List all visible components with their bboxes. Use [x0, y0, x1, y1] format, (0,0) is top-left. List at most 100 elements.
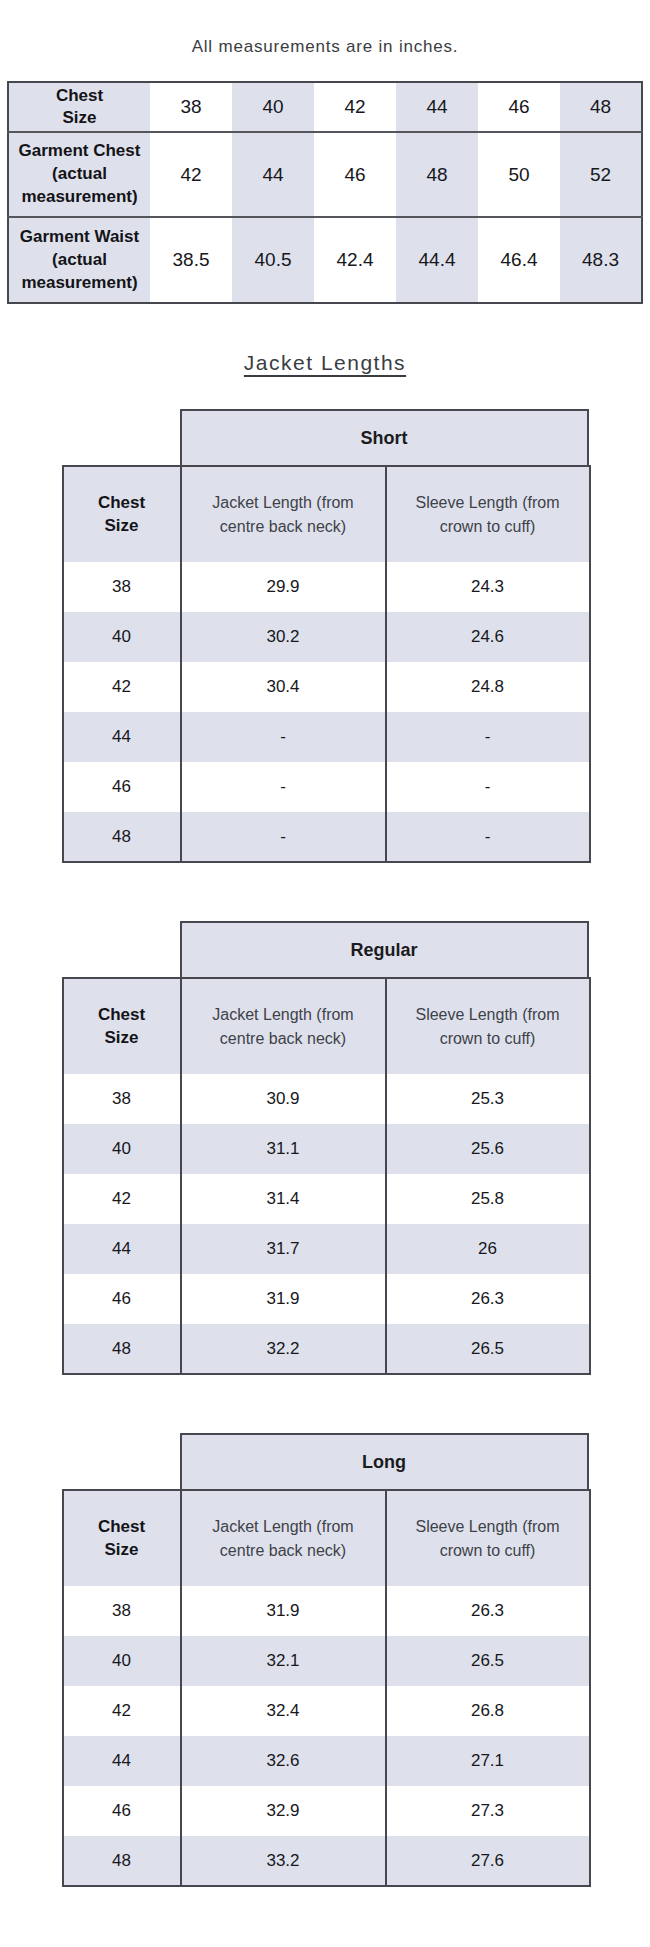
jacket-length-header-cell: Jacket Length (from centre back neck) [181, 1490, 386, 1586]
sleeve-length-header: Sleeve Length (from crown to cuff) [404, 1003, 572, 1051]
jacket-table-regular: Regular Chest Size Jacket Length (from c… [62, 921, 589, 1375]
section-heading-text: Jacket Lengths [244, 351, 406, 374]
sleeve-length-header-cell: Sleeve Length (from crown to cuff) [386, 978, 590, 1074]
garment-chest-row: Garment Chest (actual measurement) 42 44… [8, 132, 642, 217]
jacket-measurements-table: Chest Size Jacket Length (from centre ba… [62, 977, 591, 1375]
sleeve-length-cell: 26 [386, 1224, 590, 1274]
size-row: 38 30.9 25.3 [63, 1074, 590, 1124]
size-row: 46 - - [63, 762, 590, 812]
chest-size-header-cell: Chest Size [63, 978, 181, 1074]
size-cell: 38 [150, 82, 232, 132]
jacket-length-cell: 31.4 [181, 1174, 386, 1224]
chest-size-cell: 48 [63, 1836, 181, 1886]
chest-size-cell: 38 [63, 1074, 181, 1124]
sleeve-length-cell: 24.3 [386, 562, 590, 612]
row-label-cell: Chest Size [8, 82, 150, 132]
value-cell: 50 [478, 132, 560, 217]
chest-size-cell: 48 [63, 812, 181, 862]
jacket-length-cell: - [181, 712, 386, 762]
jacket-length-cell: 33.2 [181, 1836, 386, 1886]
sleeve-length-cell: - [386, 712, 590, 762]
value-cell: 46 [314, 132, 396, 217]
jacket-length-cell: 32.4 [181, 1686, 386, 1736]
sleeve-length-cell: 25.6 [386, 1124, 590, 1174]
section-heading: Jacket Lengths [0, 350, 650, 376]
chest-size-header: Chest Size [91, 1516, 153, 1562]
size-cell: 42 [314, 82, 396, 132]
jacket-length-header-cell: Jacket Length (from centre back neck) [181, 978, 386, 1074]
value-cell: 38.5 [150, 217, 232, 303]
value-cell: 48 [396, 132, 478, 217]
jacket-length-cell: 30.9 [181, 1074, 386, 1124]
jacket-length-header-cell: Jacket Length (from centre back neck) [181, 466, 386, 562]
chest-size-cell: 40 [63, 1124, 181, 1174]
chest-size-cell: 42 [63, 662, 181, 712]
jacket-length-header: Jacket Length (from centre back neck) [199, 491, 367, 539]
chest-size-cell: 38 [63, 562, 181, 612]
sleeve-length-cell: 27.3 [386, 1786, 590, 1836]
chest-size-cell: 40 [63, 612, 181, 662]
size-row: 46 31.9 26.3 [63, 1274, 590, 1324]
sleeve-length-header: Sleeve Length (from crown to cuff) [404, 1515, 572, 1563]
size-row: 42 31.4 25.8 [63, 1174, 590, 1224]
sleeve-length-cell: - [386, 762, 590, 812]
value-cell: 44 [232, 132, 314, 217]
chest-size-cell: 46 [63, 1786, 181, 1836]
jacket-length-cell: 31.9 [181, 1586, 386, 1636]
size-guide-page: All measurements are in inches. Chest Si… [0, 36, 650, 1937]
sleeve-length-header-cell: Sleeve Length (from crown to cuff) [386, 1490, 590, 1586]
jacket-length-cell: 30.4 [181, 662, 386, 712]
chest-size-cell: 38 [63, 1586, 181, 1636]
size-cell: 46 [478, 82, 560, 132]
size-row: 40 30.2 24.6 [63, 612, 590, 662]
value-cell: 46.4 [478, 217, 560, 303]
column-header-row: Chest Size Jacket Length (from centre ba… [63, 1490, 590, 1586]
jacket-length-cell: 32.6 [181, 1736, 386, 1786]
chest-size-cell: 48 [63, 1324, 181, 1374]
garment-measurements-table: Chest Size 38 40 42 44 46 48 Garment Che… [7, 81, 643, 304]
variant-header: Regular [180, 921, 589, 977]
variant-header: Long [180, 1433, 589, 1489]
chest-size-cell: 44 [63, 1224, 181, 1274]
sleeve-length-cell: 26.3 [386, 1586, 590, 1636]
sleeve-length-cell: 27.1 [386, 1736, 590, 1786]
column-header-row: Chest Size Jacket Length (from centre ba… [63, 466, 590, 562]
sleeve-length-cell: 25.8 [386, 1174, 590, 1224]
sleeve-length-cell: 26.5 [386, 1636, 590, 1686]
sleeve-length-cell: 24.8 [386, 662, 590, 712]
size-row: 38 31.9 26.3 [63, 1586, 590, 1636]
value-cell: 52 [560, 132, 642, 217]
chest-size-header: Chest Size [91, 492, 153, 538]
chest-size-cell: 46 [63, 762, 181, 812]
jacket-length-cell: - [181, 812, 386, 862]
value-cell: 48.3 [560, 217, 642, 303]
size-row: 48 32.2 26.5 [63, 1324, 590, 1374]
jacket-length-cell: - [181, 762, 386, 812]
sleeve-length-header-cell: Sleeve Length (from crown to cuff) [386, 466, 590, 562]
jacket-length-cell: 32.9 [181, 1786, 386, 1836]
size-row: 40 31.1 25.6 [63, 1124, 590, 1174]
jacket-measurements-table: Chest Size Jacket Length (from centre ba… [62, 465, 591, 863]
jacket-length-cell: 32.2 [181, 1324, 386, 1374]
jacket-length-header: Jacket Length (from centre back neck) [199, 1003, 367, 1051]
value-cell: 42 [150, 132, 232, 217]
units-caption: All measurements are in inches. [0, 36, 650, 57]
variant-header: Short [180, 409, 589, 465]
size-row: 48 - - [63, 812, 590, 862]
column-header-row: Chest Size Jacket Length (from centre ba… [63, 978, 590, 1074]
row-label: Garment Waist (actual measurement) [14, 226, 146, 295]
sleeve-length-cell: 25.3 [386, 1074, 590, 1124]
chest-size-cell: 46 [63, 1274, 181, 1324]
size-cell: 48 [560, 82, 642, 132]
chest-size-cell: 44 [63, 1736, 181, 1786]
size-row: 42 32.4 26.8 [63, 1686, 590, 1736]
chest-size-header-cell: Chest Size [63, 466, 181, 562]
size-row: 42 30.4 24.8 [63, 662, 590, 712]
sleeve-length-cell: - [386, 812, 590, 862]
size-row: 38 29.9 24.3 [63, 562, 590, 612]
sleeve-length-cell: 26.5 [386, 1324, 590, 1374]
sleeve-length-cell: 24.6 [386, 612, 590, 662]
size-row: 44 31.7 26 [63, 1224, 590, 1274]
jacket-length-cell: 31.9 [181, 1274, 386, 1324]
size-row: 40 32.1 26.5 [63, 1636, 590, 1686]
